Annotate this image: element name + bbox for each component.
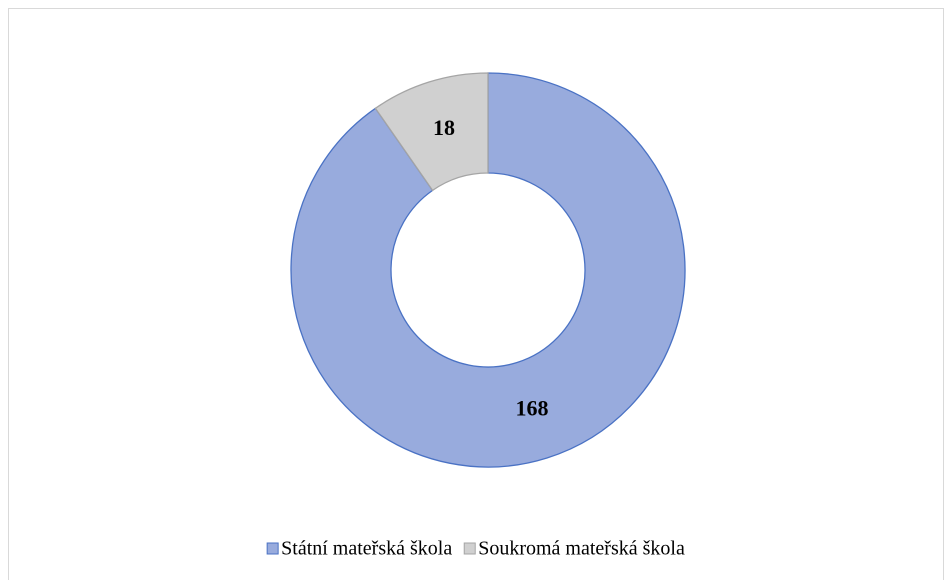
legend-item: Soukromá mateřská škola: [463, 538, 685, 560]
legend-label: Soukromá mateřská škola: [478, 538, 685, 560]
legend-item: Státní mateřská škola: [266, 538, 452, 560]
donut-slice: [290, 72, 686, 468]
legend-swatch: [463, 542, 476, 555]
legend-swatch: [266, 542, 279, 555]
plot-area: 168 18: [290, 72, 686, 468]
data-label: 168: [516, 395, 549, 420]
legend-label: Státní mateřská škola: [281, 538, 452, 560]
legend: Státní mateřská škola Soukromá mateřská š…: [266, 538, 685, 560]
data-label: 18: [433, 115, 455, 140]
donut-slice: [374, 72, 489, 192]
